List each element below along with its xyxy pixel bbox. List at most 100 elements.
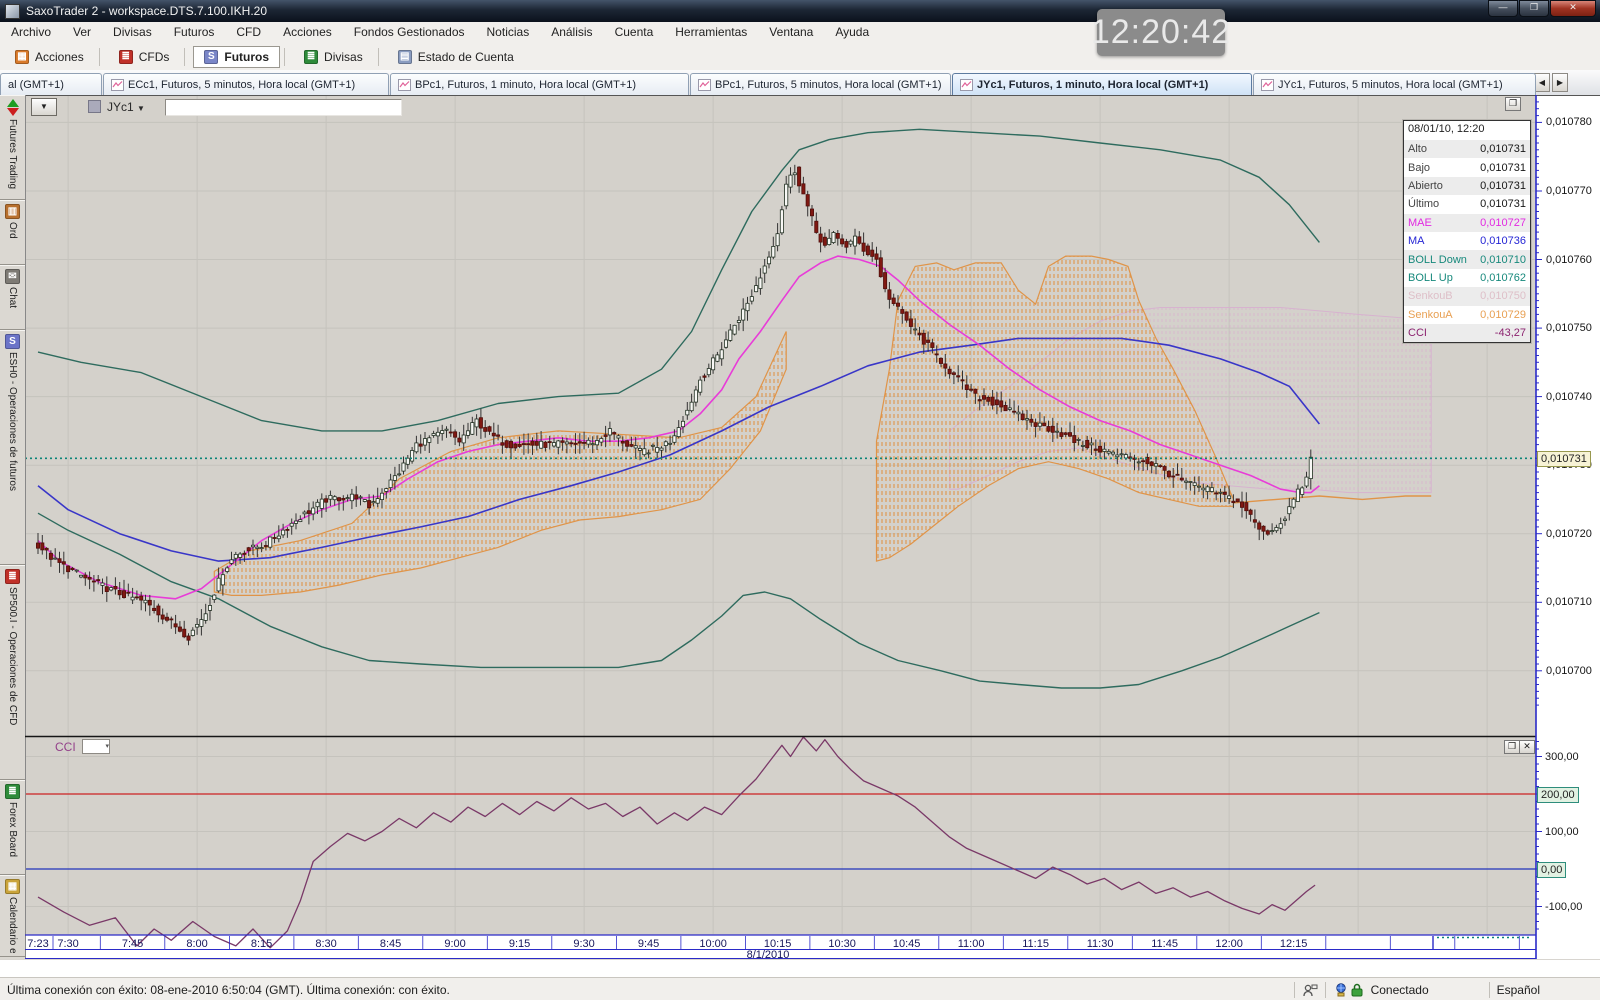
minimize-button[interactable]: —: [1488, 0, 1518, 17]
time-axis-label: 10:30: [828, 938, 856, 950]
updown-arrows-icon: [6, 99, 19, 116]
chart-menu-dropdown[interactable]: ▼: [31, 98, 57, 116]
menu-cfd[interactable]: CFD: [236, 25, 262, 39]
tab-scroll-left-icon[interactable]: ◀: [1534, 73, 1550, 92]
toolbar-tab-acciones[interactable]: ▦ Acciones: [4, 46, 95, 68]
chart-tab-label: JYc1, Futuros, 1 minuto, Hora local (GMT…: [977, 78, 1209, 91]
menu-divisas[interactable]: Divisas: [113, 25, 152, 39]
time-axis-label: 12:15: [1279, 938, 1308, 950]
menu-acciones[interactable]: Acciones: [283, 25, 332, 39]
sidebar-item-forex[interactable]: ≣ Forex Board: [0, 780, 25, 875]
cci-axis-label: -100,00: [1545, 900, 1583, 913]
tab-scroll-right-icon[interactable]: ▶: [1552, 73, 1568, 92]
sidebar-item-sp500i[interactable]: ≣ SP500.I - Operaciones de CFD: [0, 565, 25, 780]
sidebar-item-label: Órd: [7, 222, 18, 239]
chart-tab-row: ◀ ▶ al (GMT+1) ECc1, Futuros, 5 minutos, …: [0, 70, 1600, 96]
time-axis-label: 8:45: [379, 938, 402, 950]
status-bar: Última conexión con éxito: 08-ene-2010 6…: [0, 977, 1600, 1000]
instrument-icon: [88, 100, 101, 113]
chart-tab[interactable]: BPc1, Futuros, 5 minutos, Hora local (GM…: [690, 73, 951, 95]
toolbar-tab-label: Estado de Cuenta: [417, 49, 514, 64]
toolbar-tab-futuros[interactable]: S Futuros: [193, 45, 281, 68]
price-axis-label: 0,010720: [1546, 527, 1592, 540]
info-row-value: 0,010731: [1480, 198, 1526, 211]
cfd-icon: ≣: [5, 569, 20, 584]
sidebar-item-label: Calendario e: [7, 897, 18, 953]
cci-pane-close-icon[interactable]: ✕: [1519, 740, 1535, 754]
chart-tab[interactable]: ECc1, Futuros, 5 minutos, Hora local (GM…: [103, 73, 389, 95]
sidebar-item-label: Futures Trading: [7, 119, 18, 190]
sidebar-item-rd[interactable]: ▥ Órd: [0, 200, 25, 265]
toolbar-tab-cfds[interactable]: ≣ CFDs: [108, 46, 181, 68]
menu-ayuda[interactable]: Ayuda: [835, 25, 870, 39]
time-axis-label: 9:15: [508, 938, 531, 950]
symbol-selector[interactable]: JYc1 ▼: [107, 100, 145, 114]
info-row-value: 0,010710: [1480, 253, 1526, 266]
chart-tab[interactable]: JYc1, Futuros, 5 minutos, Hora local (GM…: [1253, 73, 1536, 95]
sidebar-item-calendario[interactable]: ▦ Calendario e: [0, 875, 25, 957]
clock-overlay: 12:20:42: [1091, 9, 1230, 56]
sidebar-item-futures[interactable]: Futures Trading: [0, 95, 25, 200]
chart-tab-label: JYc1, Futuros, 5 minutos, Hora local (GM…: [1278, 78, 1503, 91]
main-pane-restore-icon[interactable]: ❒: [1505, 97, 1521, 111]
cci-period-input[interactable]: [82, 739, 110, 754]
price-axis-label: 0,010740: [1546, 390, 1592, 403]
time-axis-label: 7:45: [121, 938, 144, 950]
info-row-value: 0,010727: [1480, 216, 1526, 229]
secure-lock-icon: [1351, 983, 1363, 996]
language-selector[interactable]: Español: [1496, 982, 1540, 997]
calendar-icon: ▦: [5, 879, 20, 894]
date-axis-label: 8/1/2010: [746, 949, 790, 961]
menu-noticias[interactable]: Noticias: [486, 25, 530, 39]
restore-button[interactable]: ❒: [1519, 0, 1549, 17]
toolbar-tab-estado-de-cuenta[interactable]: ▤ Estado de Cuenta: [387, 46, 525, 68]
info-panel-timestamp: 08/01/10, 12:20: [1408, 123, 1485, 135]
info-row-mae: MAE 0,010727: [1404, 213, 1530, 232]
time-axis-label: 8:30: [315, 938, 337, 950]
toolbar-tab-label: Divisas: [324, 49, 363, 64]
info-row-value: -43,27: [1494, 327, 1526, 340]
sidebar-item-esh0[interactable]: S ESH0 - Operaciones de futuros: [0, 330, 25, 565]
info-row-alto: Alto 0,010731: [1404, 140, 1530, 159]
cci-level-badge: 0,00: [1537, 862, 1567, 878]
time-axis-label: 7:23: [27, 938, 49, 950]
time-axis-label: 10:00: [699, 938, 727, 950]
symbol-search-input[interactable]: [165, 99, 402, 116]
chart-tab-icon: [698, 78, 711, 91]
menu-herramientas[interactable]: Herramientas: [675, 25, 748, 39]
menu-ventana[interactable]: Ventana: [769, 25, 814, 39]
time-axis-label: 10:45: [892, 938, 921, 950]
cci-pane-restore-icon[interactable]: ❒: [1504, 740, 1520, 754]
info-row-label: SenkouB: [1408, 290, 1453, 303]
trader-chat-icon[interactable]: [1302, 982, 1318, 998]
toolbar-tab-divisas[interactable]: ≣ Divisas: [293, 46, 374, 68]
info-row-label: CCI: [1408, 327, 1427, 340]
menu-fondos-gestionados[interactable]: Fondos Gestionados: [353, 25, 465, 39]
time-axis-label: 9:00: [444, 938, 466, 950]
price-axis-label: 0,010770: [1546, 184, 1592, 197]
info-row-boll-down: BOLL Down 0,010710: [1404, 250, 1530, 269]
futures-icon: S: [204, 49, 219, 64]
bottom-strip: [0, 959, 1600, 978]
menu-análisis[interactable]: Análisis: [551, 25, 593, 39]
price-axis-label: 0,010760: [1546, 253, 1592, 266]
menu-futuros[interactable]: Futuros: [173, 25, 215, 39]
chart-tab-icon: [1261, 78, 1274, 91]
close-button[interactable]: ✕: [1550, 0, 1596, 17]
chart-tab[interactable]: BPc1, Futuros, 1 minuto, Hora local (GMT…: [390, 73, 689, 95]
chart-tab[interactable]: JYc1, Futuros, 1 minuto, Hora local (GMT…: [952, 73, 1252, 95]
futures-icon: S: [5, 334, 20, 349]
cfds-icon: ≣: [118, 49, 133, 64]
price-chart-canvas[interactable]: [25, 95, 1600, 959]
menu-archivo[interactable]: Archivo: [11, 25, 52, 39]
info-row-value: 0,010731: [1480, 143, 1526, 156]
toolbar-tab-label: CFDs: [138, 49, 170, 64]
sidebar-item-chat[interactable]: ✉ Chat: [0, 265, 25, 330]
chart-tab[interactable]: al (GMT+1): [0, 73, 102, 95]
stocks-icon: ▦: [15, 49, 29, 64]
time-axis-label: 8:15: [250, 938, 273, 950]
menu-ver[interactable]: Ver: [73, 25, 92, 39]
chart-tab-label: BPc1, Futuros, 1 minuto, Hora local (GMT…: [415, 78, 636, 91]
title-bar: SaxoTrader 2 - workspace.DTS.7.100.IKH.2…: [0, 0, 1600, 22]
menu-cuenta[interactable]: Cuenta: [614, 25, 654, 39]
